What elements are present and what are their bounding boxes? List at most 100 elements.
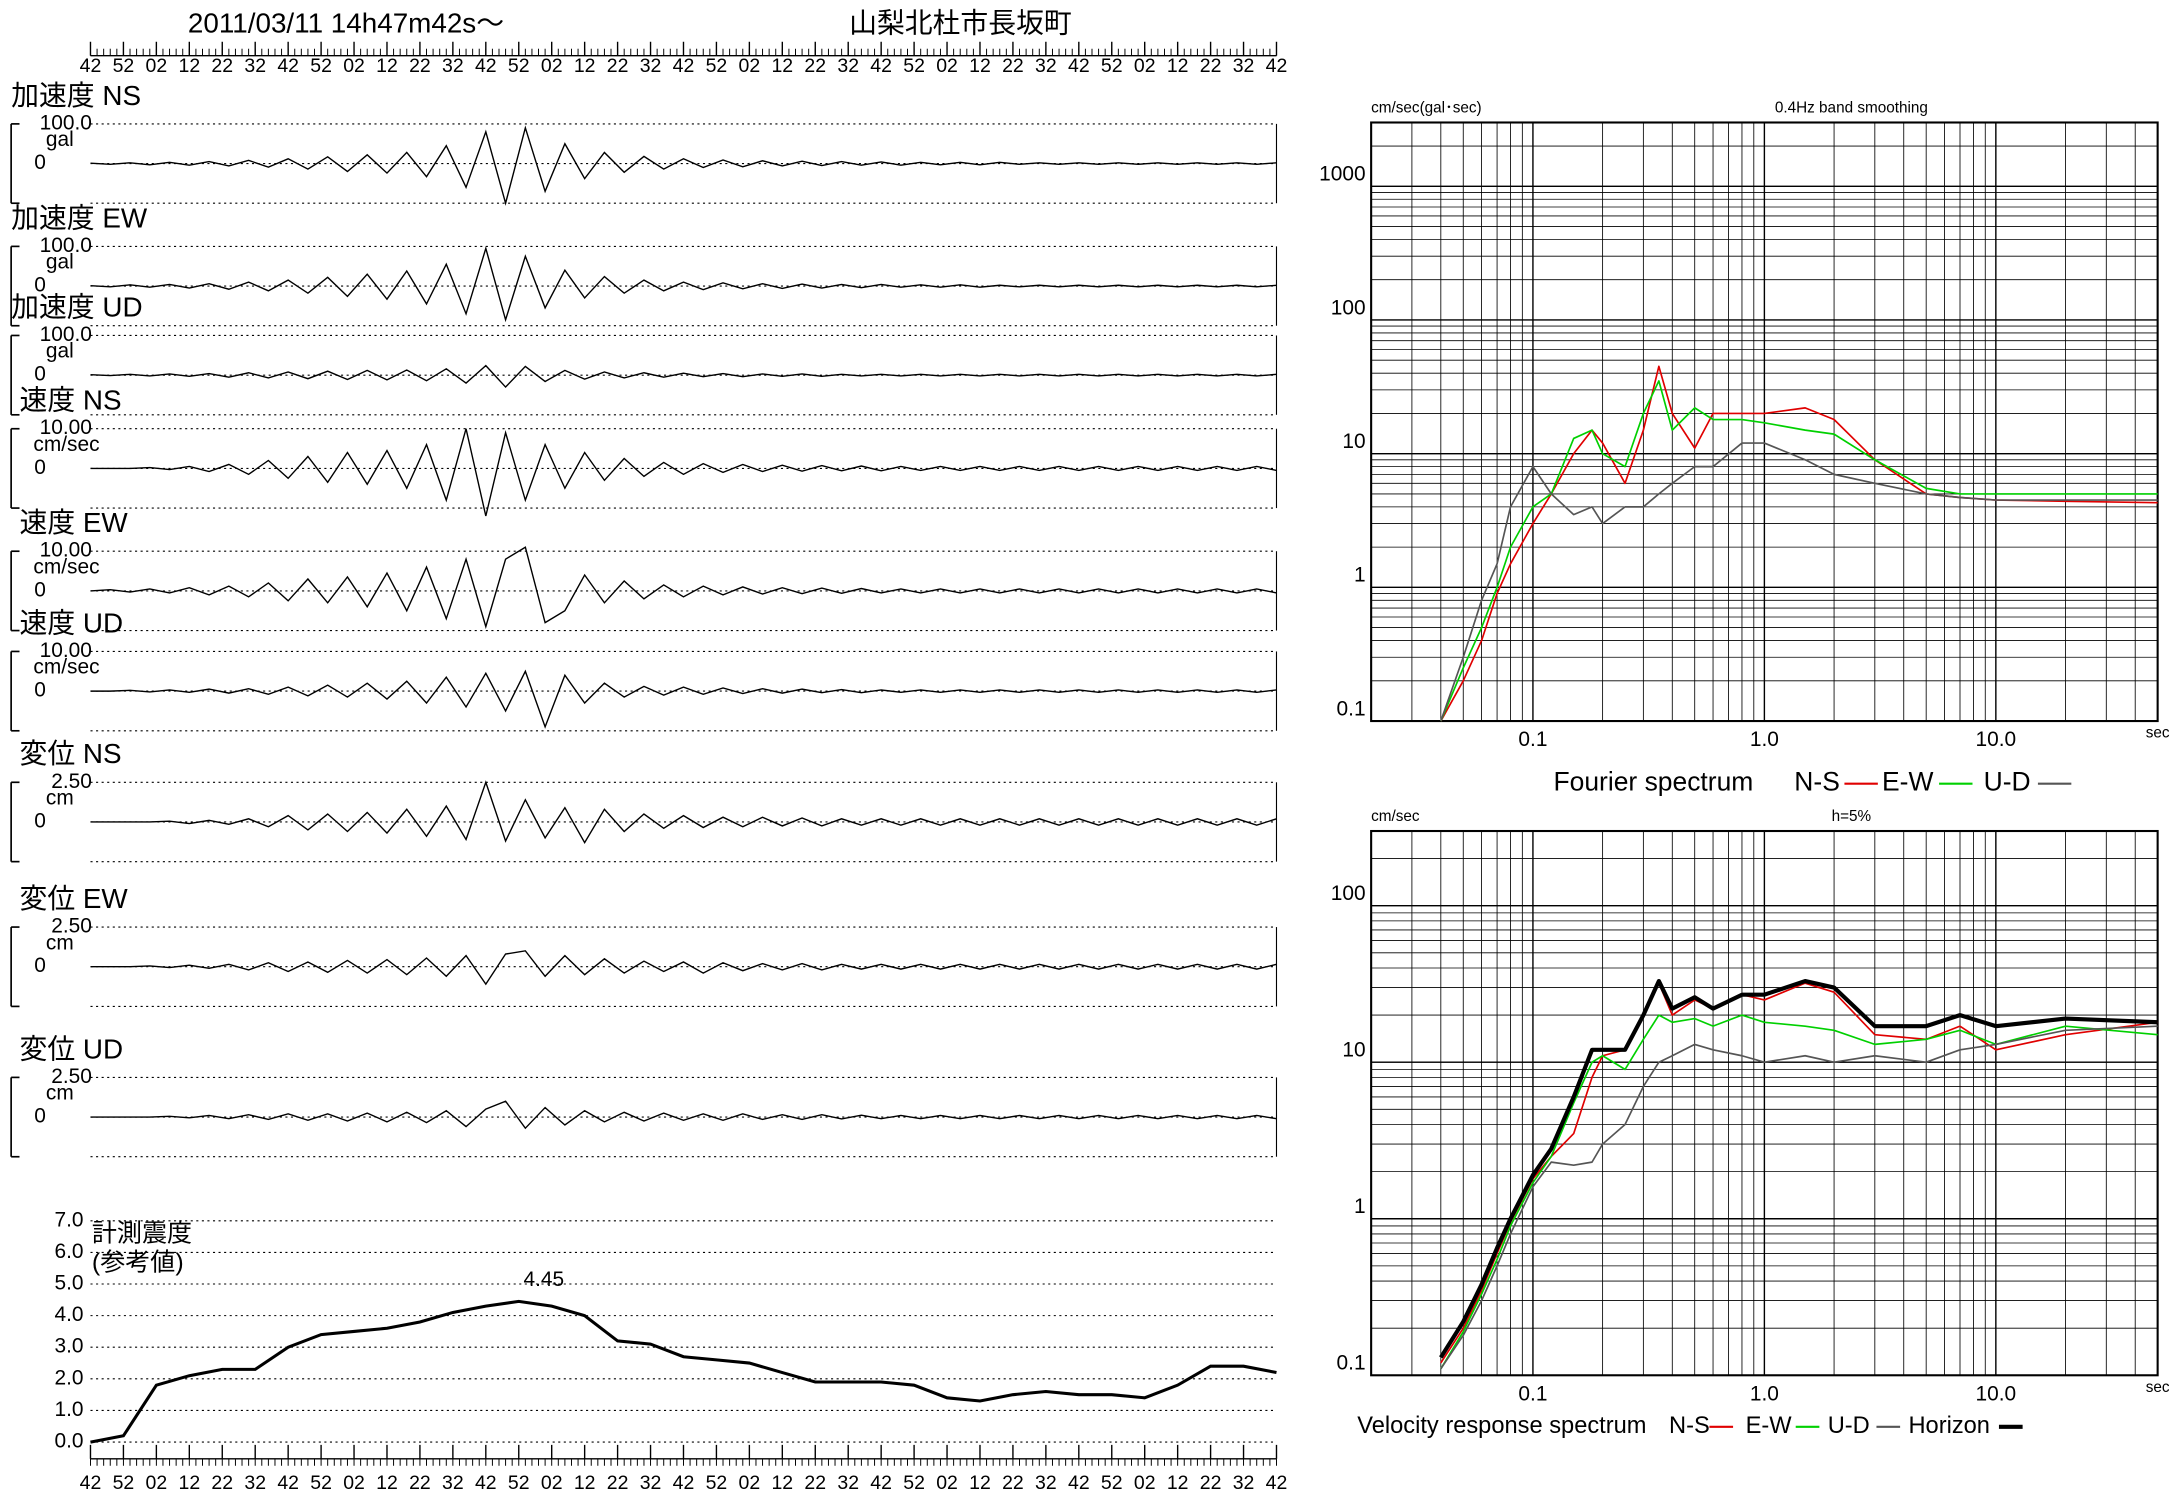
x-tick-label: 32 (442, 1472, 464, 1494)
waveform (90, 1100, 1277, 1130)
waveform (90, 780, 1277, 844)
x-tick-label: 42 (870, 55, 892, 77)
x-tick-label: 02 (146, 1472, 168, 1494)
panel-label: 変位 EW (19, 883, 128, 914)
x-tick-label: 42 (475, 55, 497, 77)
unit-label: cm (46, 1082, 74, 1105)
x-tick-label: 22 (804, 1472, 826, 1494)
legend-label: E-W (1746, 1413, 1793, 1439)
panel-label: 速度 NS (19, 385, 121, 416)
x-tick-label: 32 (640, 55, 662, 77)
panel-label: 速度 EW (19, 507, 128, 538)
y-tick-label: 7.0 (54, 1208, 83, 1231)
waveform (90, 125, 1277, 206)
x-tick-label: 12 (574, 1472, 596, 1494)
x-tick-label: 32 (1233, 55, 1255, 77)
spectrum-line (1440, 982, 2158, 1364)
panel-label: 変位 UD (19, 1033, 123, 1064)
y-tick-label: 100.0 (40, 323, 92, 346)
x-tick-label: 22 (1200, 1472, 1222, 1494)
legend-label: Horizon (1908, 1413, 1990, 1439)
x-tick-label: 12 (178, 55, 200, 77)
x-tick-label: 42 (1068, 55, 1090, 77)
y-tick-label: 10.00 (40, 639, 92, 662)
x-tick-label: 52 (508, 55, 530, 77)
y-tick-label: 100 (1331, 296, 1366, 319)
legend-title: Fourier spectrum (1554, 767, 1754, 797)
x-tick-label: 42 (80, 55, 102, 77)
waveform (90, 428, 1277, 517)
y-tick-label: 1000 (1319, 163, 1365, 186)
x-tick-label: 32 (1035, 1472, 1057, 1494)
x-tick-label: 32 (244, 1472, 266, 1494)
unit-label: gal (46, 340, 74, 363)
x-tick-label: 22 (409, 55, 431, 77)
y-tick-label: 0.1 (1337, 1352, 1366, 1375)
x-axis-label: sec (2146, 1379, 2170, 1396)
x-tick-label: 52 (706, 55, 728, 77)
chart-subtitle: (参考値) (92, 1249, 184, 1277)
x-tick-label: 02 (739, 1472, 761, 1494)
unit-label: gal (46, 128, 74, 151)
panel-label: 加速度 EW (11, 202, 148, 233)
spectrum-line (1440, 1025, 2158, 1370)
y-axis-label: cm/sec(gal･sec) (1371, 100, 1482, 117)
y-tick-label: 0 (34, 954, 46, 977)
y-tick-label: 2.50 (51, 770, 92, 793)
y-tick-label: 4.0 (54, 1303, 83, 1326)
chart-title: 計測震度 (92, 1219, 192, 1247)
x-tick-label: 42 (1266, 55, 1288, 77)
x-tick-label: 32 (1233, 1472, 1255, 1494)
spectrum-line (1440, 380, 2158, 722)
x-tick-label: 22 (211, 55, 233, 77)
x-tick-label: 02 (1134, 1472, 1156, 1494)
x-tick-label: 32 (442, 55, 464, 77)
panel-label: 速度 UD (19, 607, 123, 638)
chart-subtitle: 0.4Hz band smoothing (1775, 100, 1928, 117)
y-tick-label: 2.50 (51, 915, 92, 938)
y-tick-label: 0 (34, 578, 46, 601)
y-tick-label: 0 (34, 456, 46, 479)
x-tick-label: 1.0 (1750, 728, 1779, 751)
intensity-line (90, 1299, 1277, 1444)
x-tick-label: 02 (541, 55, 563, 77)
x-tick-label: 52 (1101, 55, 1123, 77)
x-tick-label: 52 (310, 1472, 332, 1494)
x-tick-label: 0.1 (1518, 728, 1547, 751)
x-tick-label: 22 (1002, 1472, 1024, 1494)
y-tick-label: 1.0 (54, 1398, 83, 1421)
x-tick-label: 02 (146, 55, 168, 77)
x-tick-label: 32 (837, 55, 859, 77)
unit-label: cm/sec (33, 433, 99, 456)
x-tick-label: 12 (969, 55, 991, 77)
y-tick-label: 1 (1354, 1195, 1366, 1218)
x-tick-label: 02 (541, 1472, 563, 1494)
x-tick-label: 42 (277, 55, 299, 77)
y-tick-label: 3.0 (54, 1335, 83, 1358)
y-tick-label: 0 (34, 1105, 46, 1128)
unit-label: cm (46, 931, 74, 954)
x-tick-label: 32 (1035, 55, 1057, 77)
y-tick-label: 0.0 (54, 1430, 83, 1453)
chart-subtitle: h=5% (1832, 808, 1872, 825)
y-tick-label: 10.00 (40, 416, 92, 439)
x-tick-label: 12 (1167, 55, 1189, 77)
unit-label: cm/sec (33, 555, 99, 578)
y-tick-label: 100.0 (40, 234, 92, 257)
x-tick-label: 22 (607, 1472, 629, 1494)
x-axis-label: sec (2146, 725, 2170, 742)
x-tick-label: 1.0 (1750, 1382, 1779, 1405)
x-tick-label: 52 (113, 1472, 135, 1494)
legend-label: U-D (1984, 767, 2031, 797)
y-axis-label: cm/sec (1371, 808, 1420, 825)
spectrum-line (1439, 978, 2158, 1359)
x-tick-label: 0.1 (1518, 1382, 1547, 1405)
x-tick-label: 22 (607, 55, 629, 77)
x-tick-label: 12 (376, 1472, 398, 1494)
x-tick-label: 12 (771, 55, 793, 77)
x-tick-label: 02 (343, 1472, 365, 1494)
y-tick-label: 0 (34, 809, 46, 832)
x-tick-label: 22 (1002, 55, 1024, 77)
legend-label: N-S (1794, 767, 1840, 797)
